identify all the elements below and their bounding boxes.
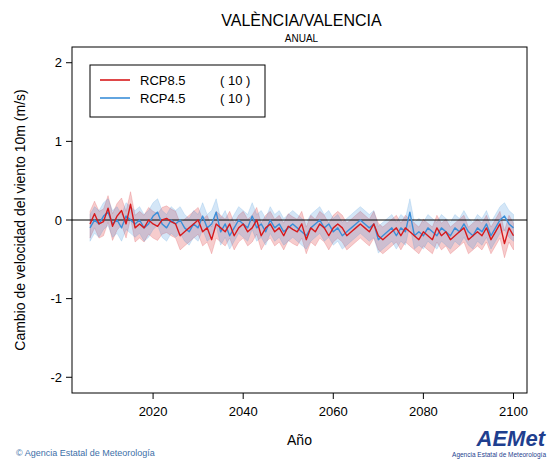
legend-box — [90, 65, 265, 117]
y-tick-label: 0 — [55, 213, 62, 228]
subtitle: ANUAL — [285, 33, 319, 44]
x-tick — [153, 393, 154, 399]
y-tick — [66, 141, 72, 142]
logo: AEMet — [476, 426, 547, 451]
y-tick-label: -1 — [50, 291, 62, 306]
title: VALÈNCIA/VALENCIA — [221, 11, 382, 29]
plot-area — [72, 192, 527, 258]
chart: VALÈNCIA/VALENCIA ANUAL -2 -1 0 1 2 2020 2040 206… — [0, 0, 550, 462]
x-tick-label: 2080 — [409, 404, 438, 419]
x-tick — [513, 393, 514, 399]
x-tick — [243, 393, 244, 399]
legend-label: RCP4.5 — [140, 91, 186, 106]
y-tick — [66, 62, 72, 63]
y-tick — [66, 220, 72, 221]
legend-swatch — [100, 79, 130, 81]
x-axis-label: Año — [287, 432, 312, 448]
logo-subtitle: Agencia Estatal de Meteorología — [452, 451, 546, 459]
range-band — [90, 192, 513, 258]
y-tick — [66, 377, 72, 378]
y-tick-label: -2 — [50, 370, 62, 385]
x-tick-label: 2040 — [229, 404, 258, 419]
range-band — [90, 199, 513, 253]
x-tick-label: 2020 — [139, 404, 168, 419]
y-axis-label: Cambio de velocidad del viento 10m (m/s) — [12, 89, 28, 350]
plot-frame — [72, 47, 527, 393]
y-tick-label: 1 — [55, 134, 62, 149]
legend-label: RCP8.5 — [140, 73, 186, 88]
legend-swatch — [100, 97, 130, 99]
series-line — [90, 204, 513, 243]
legend-note: ( 10 ) — [220, 73, 250, 88]
x-tick-label: 2060 — [319, 404, 348, 419]
x-tick — [423, 393, 424, 399]
x-tick — [333, 393, 334, 399]
legend-note: ( 10 ) — [220, 91, 250, 106]
y-tick — [66, 298, 72, 299]
y-tick-label: 2 — [55, 55, 62, 70]
source: © Agencia Estatal de Meteorología — [16, 448, 155, 458]
x-tick-label: 2100 — [499, 404, 528, 419]
